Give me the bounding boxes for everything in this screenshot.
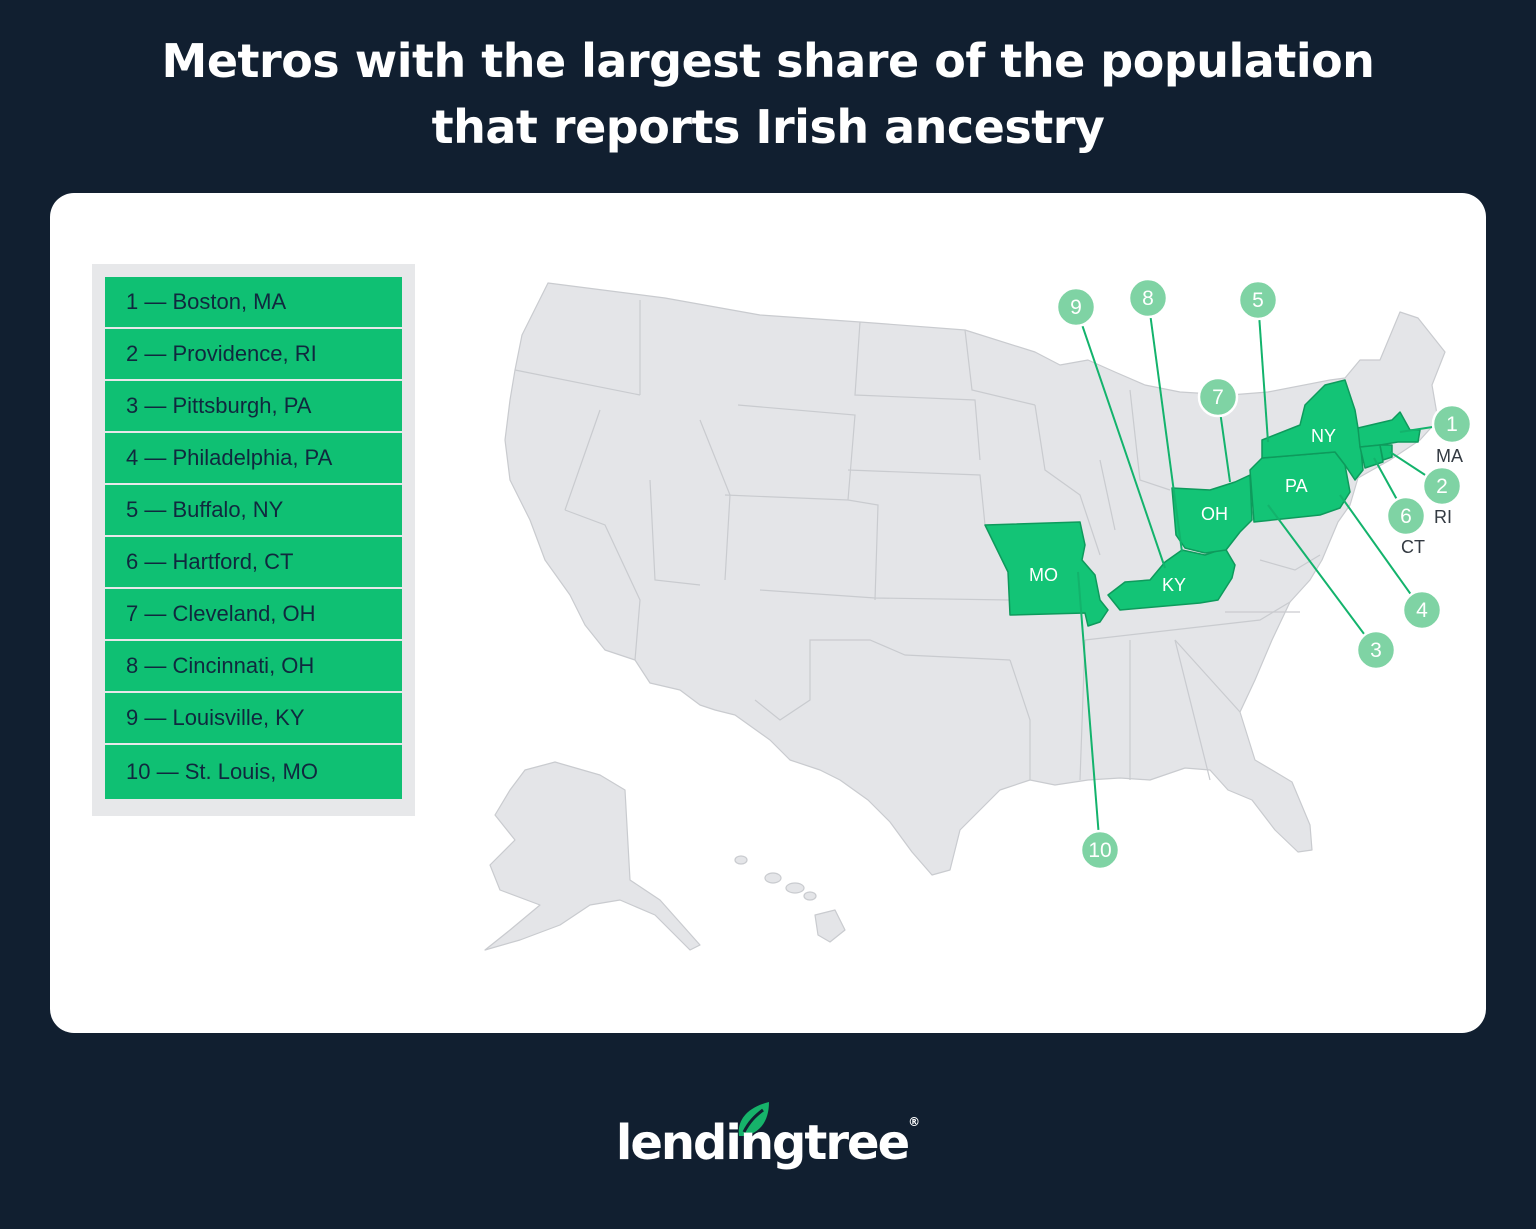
legend-item: 6 — Hartford, CT <box>105 537 402 587</box>
marker-6: 6 <box>1385 495 1427 537</box>
legend-item: 2 — Providence, RI <box>105 329 402 379</box>
label-oh: OH <box>1201 504 1228 524</box>
state-missouri <box>984 521 1109 627</box>
marker-10: 10 <box>1079 829 1121 871</box>
title-line-2: that reports Irish ancestry <box>431 100 1105 154</box>
brand-wordmark: lendingtree® <box>616 1115 920 1171</box>
marker-5-label: 5 <box>1252 289 1264 312</box>
brand-name: lendingtree <box>615 1115 910 1171</box>
state-borders <box>514 300 1321 781</box>
brand-logo: lendingtree® <box>0 1115 1536 1171</box>
marker-4: 4 <box>1401 589 1443 631</box>
marker-9-label: 9 <box>1070 296 1082 319</box>
label-ky: KY <box>1162 575 1186 595</box>
marker-7-label: 7 <box>1212 386 1224 409</box>
legend-item: 8 — Cincinnati, OH <box>105 641 402 691</box>
label-ct: CT <box>1401 537 1425 557</box>
hawaii-shape <box>734 855 846 943</box>
legend-item: 9 — Louisville, KY <box>105 693 402 743</box>
label-ny: NY <box>1311 426 1336 446</box>
leaf-icon <box>738 1102 769 1136</box>
label-mo: MO <box>1029 565 1058 585</box>
marker-4-label: 4 <box>1416 599 1428 622</box>
legend-item: 5 — Buffalo, NY <box>105 485 402 535</box>
legend-item: 7 — Cleveland, OH <box>105 589 402 639</box>
marker-1: 1 <box>1431 403 1473 445</box>
legend: 1 — Boston, MA 2 — Providence, RI 3 — Pi… <box>92 264 415 816</box>
legend-item: 3 — Pittsburgh, PA <box>105 381 402 431</box>
marker-2: 2 <box>1421 465 1463 507</box>
alaska-shape <box>484 761 701 951</box>
marker-8-label: 8 <box>1142 287 1154 310</box>
marker-9: 9 <box>1055 286 1097 328</box>
label-pa: PA <box>1285 476 1308 496</box>
page-title: Metros with the largest share of the pop… <box>0 28 1536 160</box>
us-mainland-shape <box>504 282 1446 876</box>
brand-registered-mark: ® <box>908 1115 921 1129</box>
label-ri: RI <box>1434 507 1452 527</box>
marker-3-label: 3 <box>1370 639 1382 662</box>
marker-1-label: 1 <box>1446 413 1458 436</box>
marker-3: 3 <box>1355 629 1397 671</box>
marker-2-label: 2 <box>1436 475 1448 498</box>
legend-list: 1 — Boston, MA 2 — Providence, RI 3 — Pi… <box>105 277 402 799</box>
state-ohio <box>1171 474 1253 554</box>
marker-6-label: 6 <box>1400 505 1412 528</box>
legend-item: 10 — St. Louis, MO <box>105 745 402 799</box>
legend-item: 4 — Philadelphia, PA <box>105 433 402 483</box>
state-rhode-island <box>1379 444 1393 461</box>
marker-8: 8 <box>1127 277 1169 319</box>
legend-item: 1 — Boston, MA <box>105 277 402 327</box>
label-ma: MA <box>1436 446 1463 466</box>
marker-5: 5 <box>1237 279 1279 321</box>
marker-10-label: 10 <box>1088 839 1111 862</box>
title-line-1: Metros with the largest share of the pop… <box>161 34 1375 88</box>
marker-7: 7 <box>1197 376 1239 418</box>
